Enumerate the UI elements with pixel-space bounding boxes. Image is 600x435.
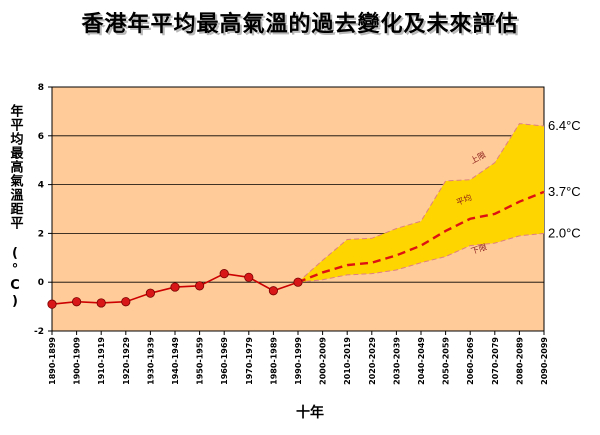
projection-band [298, 123, 544, 283]
observed-point [170, 282, 180, 292]
upper-bound-line [297, 123, 545, 283]
x-tick-label: 2060-2069 [466, 337, 475, 385]
x-tick-label: 2000-2009 [319, 337, 328, 385]
y-tick-label: 2 [38, 229, 44, 239]
x-tick-label: 2030-2039 [392, 337, 401, 385]
end-value-label: 3.7°C [548, 184, 581, 199]
x-tick-label: 1940-1949 [171, 337, 180, 385]
x-tick-label: 2040-2049 [417, 337, 426, 385]
observed-point [72, 297, 82, 307]
x-tick-label: 1890-1899 [48, 337, 57, 385]
observed-point [96, 298, 106, 308]
observed-point [195, 281, 205, 291]
observed-point [219, 269, 229, 279]
y-tick-label: 8 [38, 83, 44, 93]
x-tick-label: 1930-1939 [146, 337, 155, 385]
mean-projection-line [297, 190, 545, 284]
y-tick-label: 6 [38, 132, 44, 142]
lower-bound-line [297, 232, 545, 283]
x-tick-label: 1990-1999 [294, 337, 303, 385]
y-tick-label: 4 [38, 181, 44, 191]
x-tick-label: 1960-1969 [220, 337, 229, 385]
x-tick-label: 1980-1989 [269, 337, 278, 385]
x-tick-label: 2080-2089 [515, 337, 524, 385]
x-tick-label: 1920-1929 [122, 337, 131, 385]
x-tick-label: 2070-2079 [491, 337, 500, 385]
x-tick-label: 2010-2019 [343, 337, 352, 385]
end-value-label: 2.0°C [548, 225, 581, 240]
observed-point [145, 288, 155, 298]
x-tick-label: 2090-2099 [540, 337, 549, 385]
end-value-label: 6.4°C [548, 118, 581, 133]
x-tick-label: 1970-1979 [245, 337, 254, 385]
y-tick-label: -2 [34, 327, 44, 337]
chart-title: 香港年平均最高氣溫的過去變化及未來評估 [81, 11, 519, 37]
x-tick-label: 2050-2059 [442, 337, 451, 385]
y-tick-label: 0 [38, 278, 44, 288]
observed-point [244, 272, 254, 282]
x-tick-label: 1910-1919 [97, 337, 106, 385]
observed-point [121, 297, 131, 307]
y-axis-label: 年平均最高氣溫距平 (°C) [7, 104, 23, 310]
observed-point [47, 299, 57, 309]
x-tick-label: 1900-1909 [73, 337, 82, 385]
x-tick-label: 2020-2029 [368, 337, 377, 385]
x-axis-label: 十年 [296, 405, 324, 421]
observed-point [293, 277, 303, 287]
x-tick-label: 1950-1959 [196, 337, 205, 385]
observed-point [268, 286, 278, 296]
